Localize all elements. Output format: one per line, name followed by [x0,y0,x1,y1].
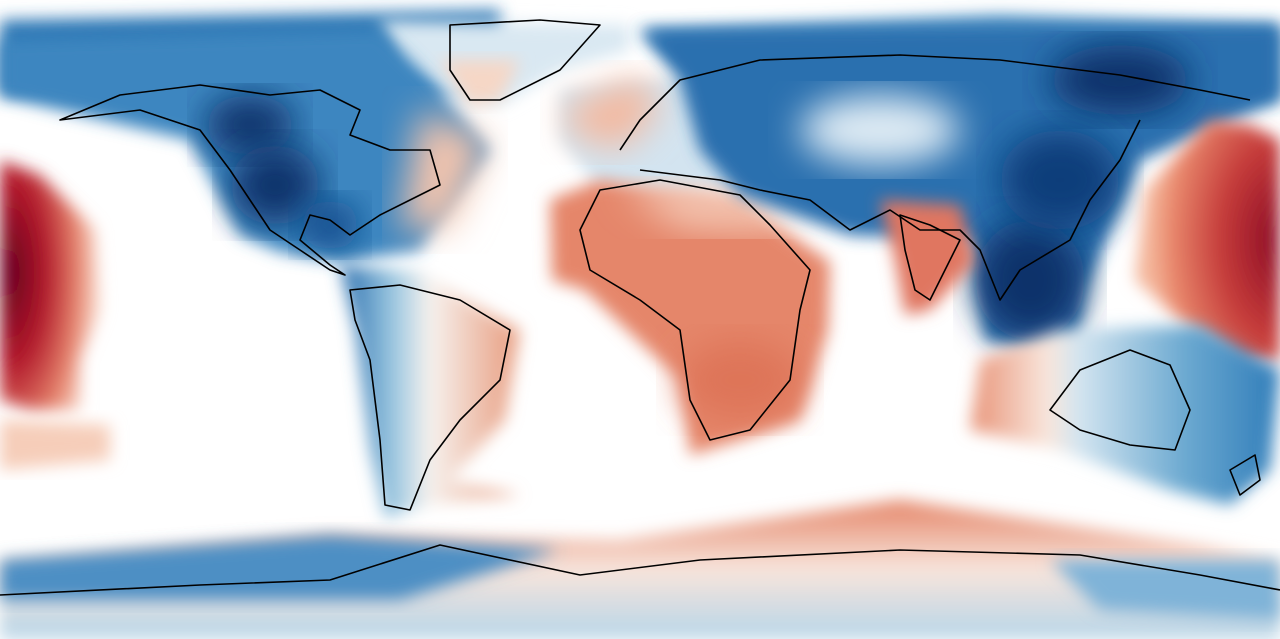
coast-india [899,214,961,301]
coastlines [0,19,1280,596]
cold-core [300,200,360,250]
coast-north-america [59,84,441,276]
pacific-east [1135,120,1280,360]
asia-pale [800,95,960,165]
asia-core [975,220,1085,340]
pacific-south [0,420,110,470]
coast-south-america [349,284,511,511]
india [880,200,975,315]
asia-core [1000,130,1120,230]
greenland-warm [440,60,520,105]
south-america [340,265,520,518]
africa-core [680,340,800,420]
australia [970,325,1280,505]
antarctica-east [1050,560,1280,620]
coast-australia [1049,349,1191,451]
coast-new-zealand [1229,454,1261,496]
coast-greenland [449,19,601,101]
cold-core [205,95,295,155]
pacific-west [0,160,100,410]
coast-antarctica [0,544,1280,596]
asia-core [1050,45,1190,115]
atlantic-coast [400,110,490,230]
coast-africa [579,179,811,441]
europe-warm [560,75,660,150]
antarctica [0,500,1280,639]
